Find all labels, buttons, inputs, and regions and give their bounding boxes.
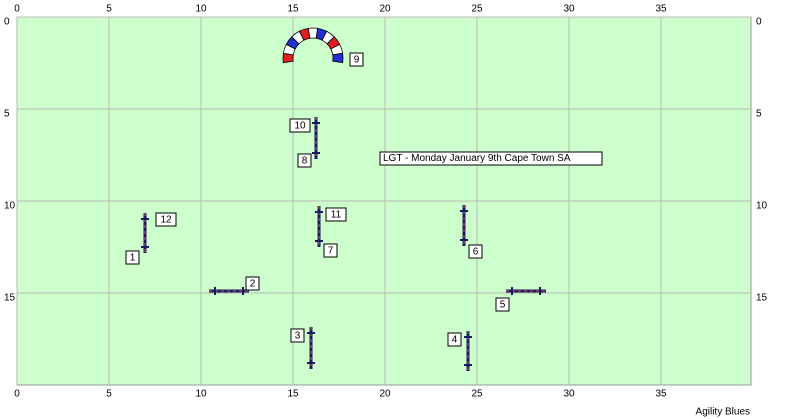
y-tick-label: 10: [4, 201, 16, 212]
x-tick-label: 20: [379, 4, 391, 15]
x-tick-label: 25: [471, 4, 483, 15]
obstacle-label-box: [290, 328, 305, 343]
x-tick-label: 5: [106, 389, 112, 400]
obstacle-label: 8: [302, 156, 308, 167]
y-tick-label: 5: [4, 109, 10, 120]
obstacle-label: 11: [331, 210, 342, 221]
obstacle-label-box: [468, 244, 483, 259]
y-tick-label: 15: [4, 293, 16, 304]
y-tick-label: 10: [756, 201, 768, 212]
tunnel-segment: [332, 52, 344, 64]
obstacle-label-box: [323, 243, 338, 258]
obstacle-label: 3: [295, 331, 301, 342]
obstacle-label-box: [125, 250, 140, 265]
obstacle-label-box: [447, 332, 462, 347]
x-tick-label: 30: [563, 4, 575, 15]
obstacle-label: 4: [452, 335, 458, 346]
course-note: LGT - Monday January 9th Cape Town SA: [383, 153, 571, 164]
x-tick-label: 30: [563, 389, 575, 400]
obstacle-label-box: [495, 297, 510, 312]
note-box: [379, 151, 603, 166]
obstacle-label: 2: [250, 279, 256, 290]
y-tick-label: 0: [756, 17, 762, 28]
obstacle-label: 6: [473, 247, 479, 258]
x-tick-label: 0: [14, 389, 20, 400]
x-tick-label: 35: [655, 4, 667, 15]
obstacle-label-box: [297, 153, 312, 168]
grid: [16, 16, 751, 385]
y-tick-label: 5: [756, 109, 762, 120]
x-tick-label: 25: [471, 389, 483, 400]
y-tick-label: 15: [756, 293, 768, 304]
x-tick-label: 5: [106, 4, 112, 15]
obstacle-label-box: [245, 276, 260, 291]
x-tick-label: 20: [379, 389, 391, 400]
obstacle-label: 12: [160, 215, 172, 226]
obstacle-label-box: [349, 52, 364, 67]
x-tick-label: 35: [655, 389, 667, 400]
obstacle-label: 1: [130, 253, 136, 264]
x-tick-label: 10: [195, 389, 207, 400]
obstacle-label-box: [325, 207, 347, 222]
obstacle-label-box: [155, 212, 177, 227]
x-tick-label: 10: [195, 4, 207, 15]
obstacle-label: 9: [354, 55, 360, 66]
x-tick-label: 15: [287, 4, 299, 15]
x-tick-label: 15: [287, 389, 299, 400]
obstacle-label: 7: [328, 246, 334, 257]
obstacle-label-box: [289, 118, 311, 133]
obstacle-label: 10: [294, 121, 306, 132]
obstacle-label: 5: [500, 300, 506, 311]
footer: Agility Blues: [696, 407, 750, 418]
x-tick-label: 0: [14, 4, 20, 15]
y-tick-label: 0: [4, 17, 10, 28]
